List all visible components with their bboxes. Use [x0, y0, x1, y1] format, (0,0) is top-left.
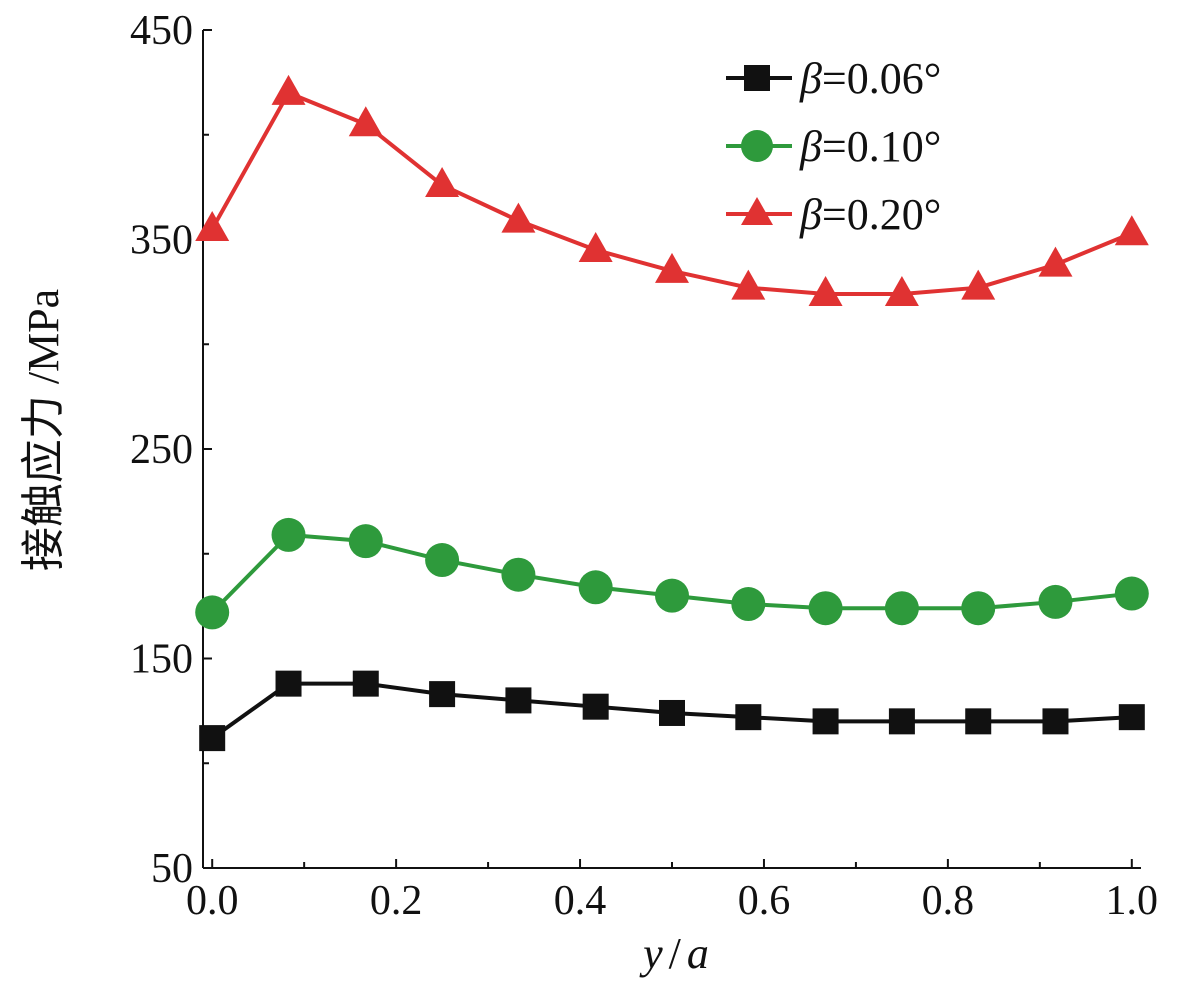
data-point-circle: [731, 587, 766, 622]
data-point-square: [1042, 708, 1069, 735]
series-circle: [195, 517, 1149, 630]
data-point-circle: [655, 578, 689, 613]
legend-item-2: β=0.20°: [726, 190, 941, 239]
x-axis-title-var2: a: [687, 929, 709, 978]
x-tick-label: 0.6: [738, 878, 791, 924]
data-point-circle: [271, 517, 306, 552]
data-point-square: [582, 693, 609, 720]
y-tick-label: 50: [151, 846, 193, 892]
data-point-triangle: [808, 275, 843, 306]
legend-eq-2: =0.20°: [822, 190, 941, 239]
x-tick-label: 0.0: [186, 878, 239, 924]
data-point-triangle: [1038, 246, 1073, 277]
data-point-triangle: [578, 231, 613, 262]
data-point-circle: [961, 591, 996, 626]
data-point-triangle: [731, 269, 766, 300]
y-tick-label: 450: [130, 8, 193, 54]
data-point-triangle: [195, 211, 230, 242]
legend-symbol-0: β: [799, 54, 822, 103]
data-point-square: [965, 708, 992, 735]
data-point-circle: [195, 595, 230, 630]
legend-eq-0: =0.06°: [822, 54, 941, 103]
data-point-triangle: [884, 275, 919, 306]
data-point-triangle: [271, 74, 306, 105]
x-axis-title: y / a: [639, 929, 709, 978]
axes: 50 150 250 350 450 0.0 0.2 0.4 0.6 0.8 1.0: [130, 8, 1158, 924]
data-point-circle: [1114, 576, 1149, 611]
legend-marker-triangle: [741, 197, 773, 225]
legend-symbol-1: β: [799, 122, 822, 171]
data-point-circle: [1038, 584, 1073, 619]
data-point-square: [1118, 704, 1145, 731]
data-point-circle: [501, 557, 536, 592]
data-point-square: [429, 681, 456, 708]
data-point-square: [505, 687, 532, 714]
data-point-triangle: [961, 269, 996, 300]
series-group: [195, 74, 1149, 752]
data-point-circle: [578, 570, 613, 605]
data-point-circle: [884, 591, 919, 626]
data-point-triangle: [425, 167, 460, 198]
data-point-square: [352, 670, 379, 697]
legend-symbol-2: β: [799, 190, 822, 239]
data-point-square: [275, 670, 302, 697]
data-point-square: [888, 708, 915, 735]
legend-label-1: β=0.10°: [799, 122, 941, 171]
series-square: [199, 670, 1145, 752]
legend-label-2: β=0.20°: [799, 190, 941, 239]
data-point-square: [735, 704, 762, 731]
y-tick-label: 250: [130, 427, 193, 473]
data-point-square: [199, 725, 226, 752]
x-tick-label: 0.4: [554, 878, 607, 924]
data-point-triangle: [655, 252, 689, 283]
legend-item-1: β=0.10°: [726, 122, 941, 171]
data-point-circle: [808, 591, 843, 626]
data-point-square: [659, 699, 685, 726]
data-point-triangle: [348, 106, 383, 137]
y-axis-ticks: 50 150 250 350 450: [130, 8, 212, 892]
legend-item-0: β=0.06°: [726, 54, 941, 103]
x-tick-label: 0.8: [922, 878, 975, 924]
x-tick-label: 1.0: [1106, 878, 1159, 924]
y-tick-label: 150: [130, 637, 193, 683]
y-tick-label: 350: [130, 218, 193, 264]
x-axis-title-sep: /: [669, 929, 682, 978]
x-axis-title-var1: y: [639, 929, 663, 978]
data-point-square: [812, 708, 839, 735]
x-tick-label: 0.2: [370, 878, 423, 924]
legend-eq-1: =0.10°: [822, 122, 941, 171]
data-point-circle: [348, 524, 383, 559]
legend: β=0.06° β=0.10° β=0.20°: [726, 54, 941, 239]
series-triangle: [195, 74, 1149, 306]
y-axis-title: 接触应力 /MPa: [19, 289, 68, 571]
legend-marker-square: [744, 65, 770, 91]
data-point-triangle: [1114, 215, 1149, 246]
x-axis-ticks: 0.0 0.2 0.4 0.6 0.8 1.0: [186, 859, 1158, 924]
data-point-triangle: [501, 202, 536, 233]
legend-marker-circle: [741, 130, 773, 162]
data-point-circle: [425, 543, 460, 578]
legend-label-0: β=0.06°: [799, 54, 941, 103]
